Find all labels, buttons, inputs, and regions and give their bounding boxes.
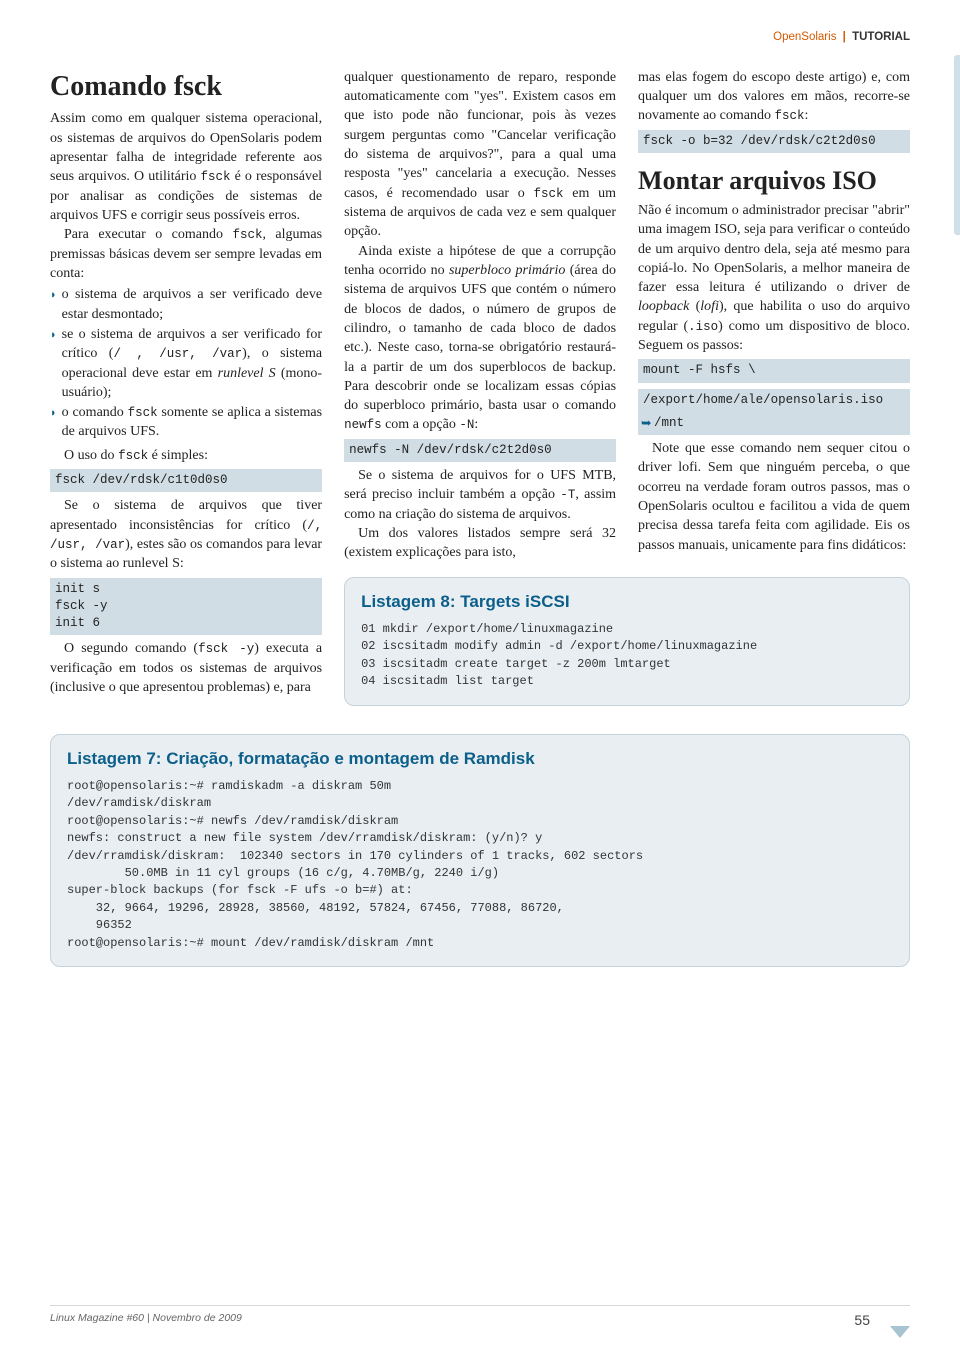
listing-7-code: root@opensolaris:~# ramdiskadm -a diskra… bbox=[67, 778, 893, 952]
c1-p3: O uso do fsck é simples: bbox=[50, 446, 322, 465]
brand-name: OpenSolaris bbox=[773, 31, 836, 43]
listing-7-box: Listagem 7: Criação, formatação e montag… bbox=[50, 734, 910, 967]
inline-fsck-1: fsck bbox=[201, 170, 231, 184]
c1-p2: Para executar o comando fsck, algumas pr… bbox=[50, 225, 322, 283]
code-init: init s fsck -y init 6 bbox=[50, 578, 322, 636]
title-comando-fsck: Comando fsck bbox=[50, 68, 322, 107]
page-footer: Linux Magazine #60 | Novembro de 2009 55 bbox=[50, 1305, 910, 1330]
bullet-list: ◗ o sistema de arquivos a ser verificado… bbox=[50, 285, 322, 442]
code-mount-3: /mnt bbox=[638, 412, 910, 435]
c2-p2b: (área do sistema de arquivos UFS que con… bbox=[344, 263, 616, 413]
c2-p2c: com a opção bbox=[382, 417, 460, 432]
code-mount-2: /export/home/ale/opensolaris.iso bbox=[638, 389, 910, 412]
listing-8-code: 01 mkdir /export/home/linuxmagazine 02 i… bbox=[361, 621, 893, 691]
code-mount-1: mount -F hsfs \ bbox=[638, 359, 910, 382]
b3a: o comando bbox=[62, 405, 128, 420]
c2-p2: Ainda existe a hipótese de que a corrupç… bbox=[344, 242, 616, 435]
inline-optT: -T bbox=[560, 488, 575, 502]
c1-p4: Se o sistema de arquivos que tiver apres… bbox=[50, 496, 322, 573]
bullet-3: ◗ o comando fsck somente se aplica a sis… bbox=[50, 403, 322, 442]
c2-p1a: qualquer questionamento de reparo, respo… bbox=[344, 70, 616, 201]
c2-p1: qualquer questionamento de reparo, respo… bbox=[344, 68, 616, 242]
c2-p4: Um dos valores listados sempre será 32 (… bbox=[344, 524, 616, 563]
three-columns: Comando fsck Assim como em qualquer sist… bbox=[50, 68, 910, 706]
runlevel-s: runlevel S bbox=[218, 366, 276, 381]
inline-fsck-4: fsck bbox=[118, 449, 148, 463]
c3-p2b: ( bbox=[689, 299, 700, 314]
c3-p3: Note que esse comando nem sequer citou o… bbox=[638, 439, 910, 555]
c3-p1: mas elas fogem do escopo deste artigo) e… bbox=[638, 68, 910, 126]
header-label: OpenSolaris | TUTORIAL bbox=[50, 30, 910, 46]
c1-p2a: Para executar o comando bbox=[64, 227, 232, 242]
bullet-arrow-icon: ◗ bbox=[50, 406, 57, 421]
c1-p3a: O uso do bbox=[64, 448, 118, 463]
column-1: Comando fsck Assim como em qualquer sist… bbox=[50, 68, 322, 706]
column-3: mas elas fogem do escopo deste artigo) e… bbox=[638, 68, 910, 563]
inline-fsck-5: fsck bbox=[534, 187, 564, 201]
columns-2-3: qualquer questionamento de reparo, respo… bbox=[344, 68, 910, 706]
inline-fsck-y: fsck -y bbox=[198, 642, 254, 656]
bullet-arrow-icon: ◗ bbox=[50, 288, 57, 303]
bullet-arrow-icon: ◗ bbox=[50, 328, 57, 343]
loopback-term: loopback bbox=[638, 299, 689, 314]
inline-paths-1: / , /usr, /var bbox=[113, 347, 242, 361]
section-name: TUTORIAL bbox=[852, 31, 910, 43]
c1-p5a: O segundo comando ( bbox=[64, 641, 198, 656]
column-2: qualquer questionamento de reparo, respo… bbox=[344, 68, 616, 563]
page-corner-arrow-icon bbox=[890, 1326, 910, 1338]
inline-newfs: newfs bbox=[344, 418, 382, 432]
inline-optN: -N bbox=[459, 418, 474, 432]
c2-p3: Se o sistema de arquivos for o UFS MTB, … bbox=[344, 466, 616, 524]
header-sep: | bbox=[840, 31, 849, 43]
bullet-1: ◗ o sistema de arquivos a ser verificado… bbox=[50, 285, 322, 324]
c1-p3b: é simples: bbox=[148, 448, 208, 463]
c2-colon: : bbox=[474, 417, 478, 432]
superbloco-primario: superbloco primário bbox=[449, 263, 565, 278]
c1-p4a: Se o sistema de arquivos que tiver apres… bbox=[50, 498, 322, 532]
c3-colon1: : bbox=[805, 108, 809, 123]
inline-fsck-6: fsck bbox=[775, 109, 805, 123]
code-newfs: newfs -N /dev/rdsk/c2t2d0s0 bbox=[344, 439, 616, 462]
c1-p1: Assim como em qualquer sistema operacion… bbox=[50, 109, 322, 225]
listing-8-title: Listagem 8: Targets iSCSI bbox=[361, 590, 893, 613]
c1-p5: O segundo comando (fsck -y) executa a ve… bbox=[50, 639, 322, 697]
listing-8-box: Listagem 8: Targets iSCSI 01 mkdir /expo… bbox=[344, 577, 910, 706]
side-tab bbox=[954, 55, 960, 235]
bullet-2: ◗ se o sistema de arquivos a ser verific… bbox=[50, 325, 322, 402]
inline-iso: .iso bbox=[688, 320, 718, 334]
title-montar-iso: Montar arquivos ISO bbox=[638, 163, 910, 199]
c3-p2a: Não é incomum o administrador precisar "… bbox=[638, 203, 910, 295]
code-fsck-dev: fsck /dev/rdsk/c1t0d0s0 bbox=[50, 469, 322, 492]
bullet-2-text: se o sistema de arquivos a ser verificad… bbox=[62, 325, 322, 402]
inline-fsck-2: fsck bbox=[232, 228, 262, 242]
inline-fsck-3: fsck bbox=[128, 406, 158, 420]
bullet-3-text: o comando fsck somente se aplica a siste… bbox=[62, 403, 322, 442]
listing-7-title: Listagem 7: Criação, formatação e montag… bbox=[67, 747, 893, 770]
code-fsck-ob: fsck -o b=32 /dev/rdsk/c2t2d0s0 bbox=[638, 130, 910, 153]
c3-p2: Não é incomum o administrador precisar "… bbox=[638, 201, 910, 356]
lofi-term: lofi bbox=[700, 299, 719, 314]
footer-text: Linux Magazine #60 | Novembro de 2009 bbox=[50, 1311, 242, 1330]
bullet-1-text: o sistema de arquivos a ser verificado d… bbox=[62, 285, 322, 324]
